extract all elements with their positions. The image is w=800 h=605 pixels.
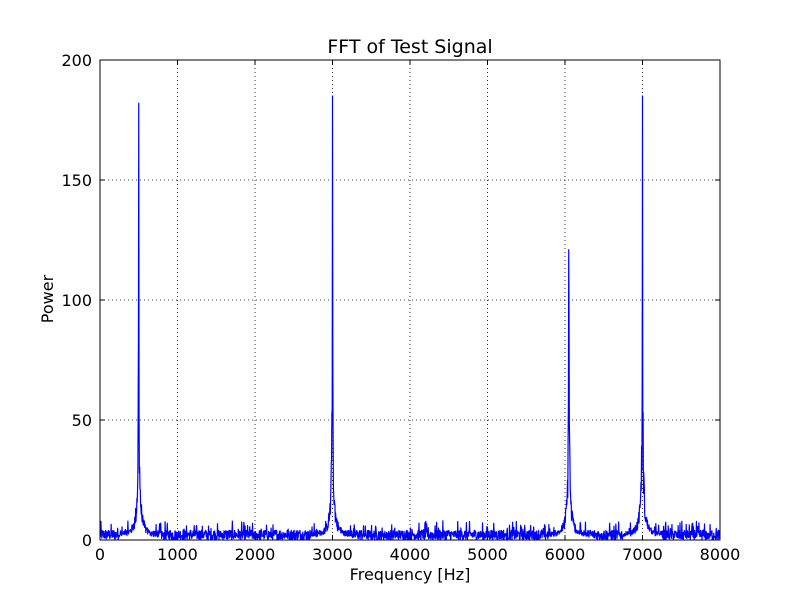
grid-lines <box>99 59 721 541</box>
x-axis-label: Frequency [Hz] <box>350 565 471 584</box>
x-tick-label: 1000 <box>157 545 198 564</box>
x-tick-label: 7000 <box>622 545 663 564</box>
chart-title: FFT of Test Signal <box>327 36 492 58</box>
y-tick-label: 200 <box>61 51 92 70</box>
x-tick-label: 5000 <box>467 545 508 564</box>
y-tick-label: 50 <box>72 411 92 430</box>
x-tick-label: 8000 <box>700 545 741 564</box>
y-axis-label: Power <box>38 274 57 323</box>
y-tick-label: 100 <box>61 291 92 310</box>
x-tick-label: 6000 <box>545 545 586 564</box>
series-layer <box>99 95 721 541</box>
x-tick-label: 3000 <box>312 545 353 564</box>
axis-ticks: 0 1000 2000 3000 4000 5000 6000 7000 8000 0 50 100 1… <box>61 51 740 564</box>
x-tick-label: 0 <box>95 545 105 564</box>
x-tick-label: 2000 <box>235 545 276 564</box>
fft-power-line <box>99 95 721 541</box>
y-tick-label: 0 <box>82 531 92 550</box>
y-tick-label: 150 <box>61 171 92 190</box>
x-tick-label: 4000 <box>390 545 431 564</box>
